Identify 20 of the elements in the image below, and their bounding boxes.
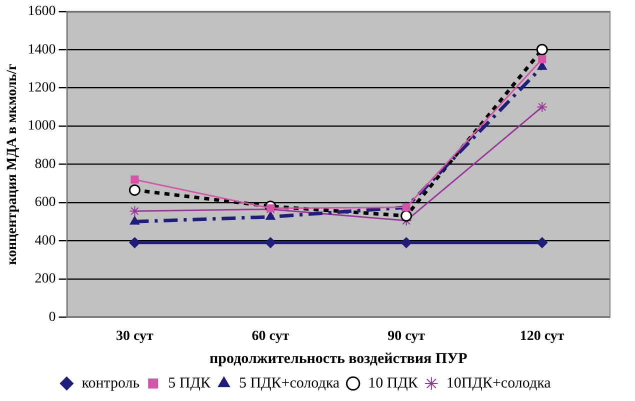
y-tick-label: 400	[34, 233, 56, 248]
y-tick-label: 200	[34, 272, 56, 287]
x-tick-label: 120 сут	[520, 329, 564, 344]
legend-label: 10 ПДК	[368, 375, 419, 392]
y-axis-title: концентрация МДА в мкмоль/г	[5, 64, 20, 265]
y-tick-label: 800	[34, 156, 56, 172]
y-tick-label: 1400	[28, 42, 56, 58]
legend-label: контроль	[82, 375, 140, 392]
y-tick-label: 1000	[28, 118, 56, 134]
y-tick-label: 600	[34, 195, 56, 210]
y-tick-label: 0	[48, 310, 56, 325]
x-tick-label: 60 сут	[252, 329, 290, 344]
x-tick-label: 90 сут	[388, 329, 426, 344]
y-tick-label: 1600	[28, 4, 56, 20]
x-axis-title: продолжительность воздействия ПУР	[210, 350, 468, 367]
legend-label: 5 ПДК	[168, 375, 212, 392]
legend-label: 5 ПДК+солодка	[238, 375, 340, 392]
x-tick-label: 30 сут	[116, 329, 154, 344]
y-tick-label: 1200	[28, 80, 56, 96]
legend-label: 10ПДК+солодка	[446, 375, 552, 392]
